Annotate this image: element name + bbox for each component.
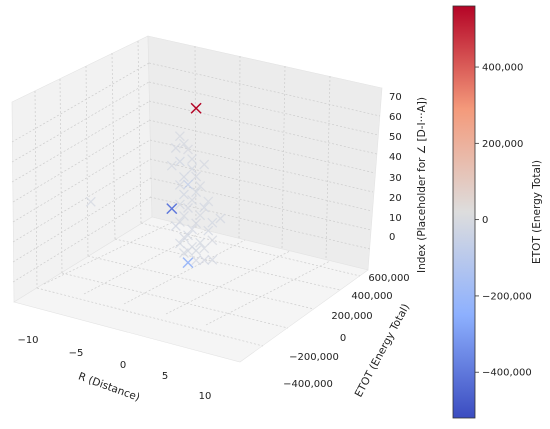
data-point-marker [207,254,218,265]
data-point-marker [215,213,226,224]
z-axis: 0 10 20 30 40 50 60 70 Index (Placeholde… [389,92,428,273]
data-point-marker [178,210,189,221]
data-point-marker [174,156,185,167]
data-point-marker [174,199,185,210]
data-point-marker [195,210,206,221]
y-tick-label: 400,000 [351,291,392,302]
data-point-marker [183,203,193,213]
data-point-marker [178,248,189,258]
axes-panes [11,35,383,363]
data-point-marker [199,202,210,213]
data-point-marker [182,257,194,269]
data-point-marker [187,224,198,235]
data-point-marker [170,143,181,153]
data-point-marker [178,189,189,200]
x-tick-label: 10 [199,391,212,402]
data-point-marker [178,138,189,149]
z-axis-label: Index (Placeholder for ∠ [D-I···A]) [416,97,428,273]
z-tick-label: 0 [389,232,395,243]
z-tick-label: 70 [389,92,402,103]
data-points [85,102,226,269]
data-point-marker [178,232,189,243]
y-tick-label: −200,000 [289,352,339,363]
colorbar: −400,000 −200,000 0 200,000 400,000 ETOT (En… [452,5,543,419]
data-point-marker [174,238,185,249]
data-point-marker [187,195,198,206]
data-point-marker [195,237,206,248]
data-point-marker [174,131,185,142]
y-tick-label: 0 [340,333,346,344]
data-point-marker [199,255,210,266]
data-point-marker [191,255,202,266]
z-tick-label: 10 [389,213,402,224]
data-point-marker [190,102,202,114]
data-point-marker [203,225,214,236]
data-point-marker [187,154,198,165]
data-point-marker [166,160,177,171]
colorbar-tick-label: −400,000 [482,368,532,379]
data-point-marker [191,245,202,256]
data-point-marker [178,171,189,182]
grid-lines [11,40,381,347]
colorbar-label: ETOT (Energy Total) [531,160,543,264]
z-tick-label: 20 [389,193,402,204]
floor-pane [13,216,369,363]
data-point-marker [170,221,181,231]
data-point-marker [207,235,218,246]
data-point-marker [199,159,210,170]
data-point-marker [183,144,193,155]
colorbar-tick-label: 200,000 [482,139,523,150]
data-point-marker [166,203,178,215]
z-tick-label: 50 [389,132,402,143]
x-tick-label: −10 [17,335,38,346]
colorbar-tick-label: 0 [482,215,488,226]
colorbar-ticks: −400,000 −200,000 0 200,000 400,000 [475,63,532,379]
colorbar-tick-label: −200,000 [482,291,532,302]
y-tick-label: −400,000 [283,379,333,390]
y-tick-label: 200,000 [331,311,372,322]
data-point-marker [174,179,185,190]
data-point-marker [195,181,206,192]
y-tick-label: 600,000 [368,273,409,284]
data-point-marker [199,243,210,254]
x-tick-label: 0 [120,360,126,371]
colorbar-tick-label: 400,000 [482,63,523,74]
data-point-marker [203,196,214,207]
data-point-marker [85,196,96,207]
data-point-marker [191,171,202,182]
z-tick-label: 40 [389,152,402,163]
data-point-marker [187,163,198,174]
z-tick-label: 60 [389,112,402,123]
data-point-marker [191,218,202,229]
z-tick-label: 30 [389,173,402,184]
data-point-marker [207,217,218,228]
data-point-marker [183,179,193,190]
x-axis-label: R (Distance) [77,370,142,403]
x-tick-label: −5 [69,348,84,359]
x-tick-label: 5 [162,371,168,382]
colorbar-gradient [452,5,476,419]
data-point-marker [191,187,202,198]
